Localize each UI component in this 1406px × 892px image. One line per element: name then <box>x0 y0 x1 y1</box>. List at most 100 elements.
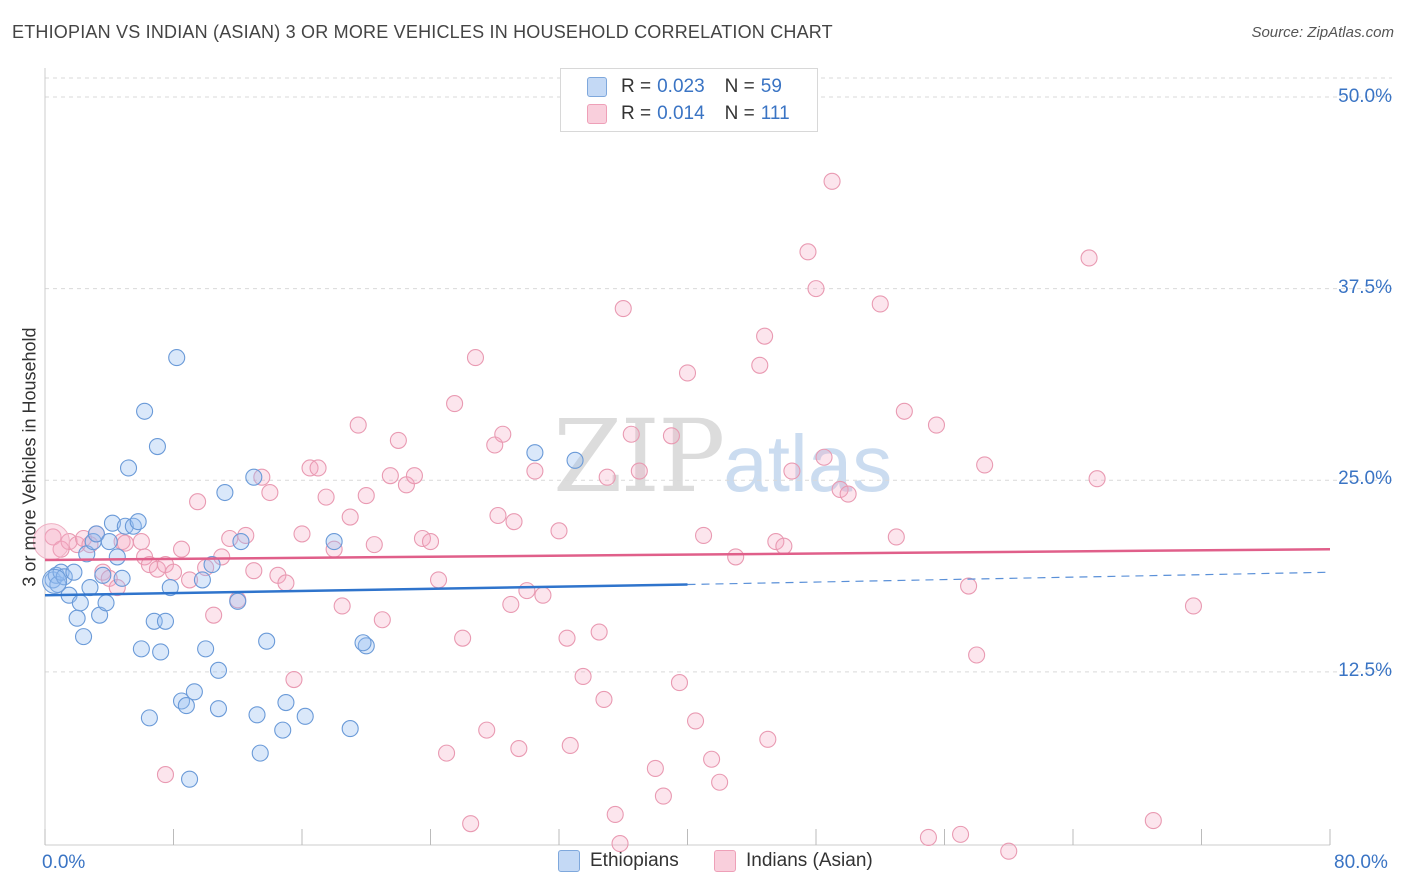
indian-point <box>164 563 183 581</box>
ethiopian-point <box>277 693 295 712</box>
indian-point <box>968 646 986 664</box>
indian-point <box>595 690 613 709</box>
indian-point <box>759 730 777 748</box>
legend-r-label: R = <box>621 103 652 124</box>
legend-swatch-ethiopians <box>587 77 607 97</box>
indian-point <box>277 574 295 592</box>
indian-point <box>919 828 937 846</box>
x-tick-label-max: 80.0% <box>1334 852 1388 873</box>
y-tick-label-37-5: 37.5% <box>1338 277 1392 298</box>
indian-point <box>534 586 552 604</box>
indian-point <box>558 629 576 647</box>
ethiopian-point <box>103 514 122 532</box>
indian-point <box>341 508 359 526</box>
series-swatch-ethiopians <box>558 850 580 872</box>
indian-point <box>309 459 327 477</box>
indian-point <box>895 402 913 420</box>
indian-point <box>132 533 150 551</box>
indian-point <box>622 425 640 443</box>
y-tick-label-12-5: 12.5% <box>1338 660 1392 681</box>
indian-point <box>429 571 448 589</box>
indian-point <box>373 611 391 629</box>
ethiopian-point <box>75 628 93 646</box>
indian-point <box>839 485 857 503</box>
y-tick-label-25: 25.0% <box>1338 468 1392 489</box>
legend-r-label: R = <box>621 76 652 97</box>
x-tick-label-min: 0.0% <box>42 852 86 873</box>
indian-point <box>505 513 523 531</box>
indian-point <box>1088 470 1106 488</box>
ethiopian-point <box>156 612 175 630</box>
ethiopian-point <box>216 483 234 502</box>
indian-point <box>670 674 689 692</box>
indian-point <box>349 416 367 434</box>
indian-point <box>799 243 817 261</box>
ethiopian-point <box>129 513 147 531</box>
y-tick-label-50: 50.0% <box>1338 86 1392 107</box>
indian-point <box>767 533 785 551</box>
indian-point <box>815 448 833 466</box>
series-legend-ethiopians: Ethiopians <box>558 850 679 872</box>
ethiopian-point <box>108 548 126 566</box>
indian-point <box>44 528 62 546</box>
ethiopian-point-cluster <box>42 568 68 594</box>
indian-point <box>1144 812 1162 830</box>
indian-point <box>108 579 126 597</box>
indian-point <box>518 582 536 600</box>
ethiopian-point <box>113 569 131 587</box>
legend-n-label: N = <box>724 103 755 124</box>
indian-point <box>751 356 769 374</box>
indian-point <box>590 623 608 641</box>
indian-point <box>293 525 311 543</box>
ethiopian-point <box>140 709 158 727</box>
indian-point <box>686 712 705 730</box>
ethiopian-point <box>132 640 150 658</box>
watermark-part2: atlas <box>723 419 893 508</box>
y-axis-label: 3 or more Vehicles in Household <box>19 327 40 587</box>
indian-point <box>181 571 199 589</box>
indian-point <box>148 560 166 578</box>
indian-point <box>438 744 456 762</box>
indian-point <box>1000 842 1018 860</box>
ethiopian-point <box>94 566 112 584</box>
indian-point <box>446 395 464 413</box>
ethiopian-point <box>232 533 250 551</box>
ethiopian-point <box>161 579 179 597</box>
indian-point <box>574 667 592 686</box>
indian-point <box>976 456 994 474</box>
indian-point <box>678 364 697 382</box>
ethiopian-point <box>87 525 105 543</box>
legend-r-value: 0.014 <box>657 103 705 124</box>
indian-point <box>365 536 383 554</box>
ethiopian-point <box>197 640 215 658</box>
series-label-indians: Indians (Asian) <box>746 850 873 871</box>
indian-point <box>775 537 793 555</box>
ethiopian-point <box>100 533 118 551</box>
indian-point <box>494 425 512 443</box>
series-legend-indians: Indians (Asian) <box>714 850 873 872</box>
series-label-ethiopians: Ethiopians <box>590 850 679 871</box>
indian-point <box>221 529 239 548</box>
indian-point <box>831 480 849 498</box>
indian-point <box>807 280 825 298</box>
ethiopian-point <box>251 744 269 762</box>
ethiopian-point <box>177 697 195 715</box>
indian-point <box>711 773 729 791</box>
indian-point <box>823 172 841 190</box>
indian-point <box>1184 597 1203 615</box>
indian-point <box>606 805 624 823</box>
indian-point <box>887 528 905 546</box>
legend-row-indians: R = 0.014 N = 111 <box>587 102 790 126</box>
indian-point <box>317 488 335 506</box>
ethiopian-point <box>136 402 154 420</box>
indian-point <box>550 522 568 540</box>
indian-point <box>502 595 520 613</box>
indian-point <box>205 606 223 624</box>
indian-point <box>756 327 774 345</box>
indian-point <box>727 548 745 566</box>
ethiopian-point <box>209 700 228 718</box>
indian-point <box>654 787 672 805</box>
indian-point <box>466 349 485 367</box>
indian-point <box>389 431 407 449</box>
